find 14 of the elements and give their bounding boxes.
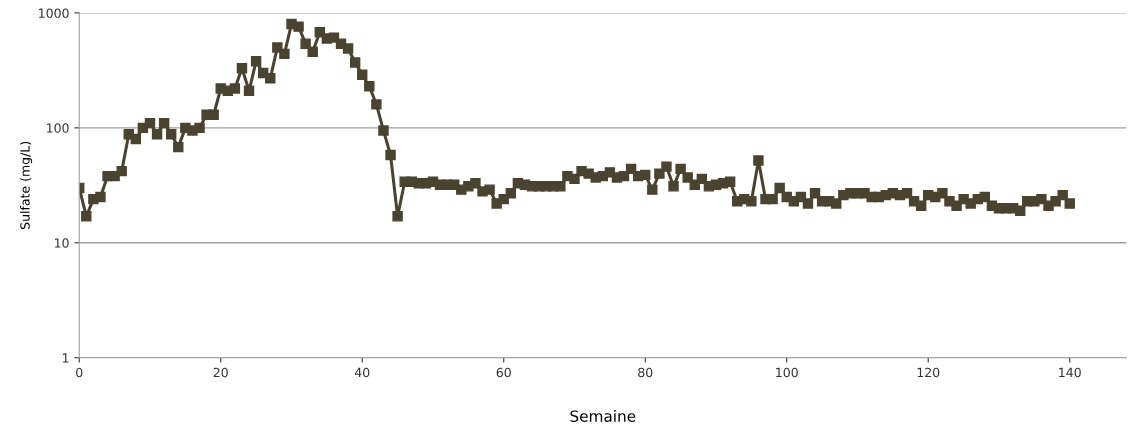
x-tick-label: 100 <box>776 367 798 378</box>
y-tick-label: 1 <box>62 353 69 363</box>
x-tick-label: 0 <box>76 367 83 378</box>
y-tick-label: 1000 <box>39 8 69 18</box>
y-tick-label: 10 <box>54 238 69 248</box>
x-tick-label: 60 <box>496 367 511 378</box>
y-tick-label: 100 <box>47 123 69 133</box>
x-tick-label: 80 <box>638 367 653 378</box>
y-axis-title: Sulfate (mg/L) <box>20 141 33 229</box>
x-tick-label: 140 <box>1059 367 1081 378</box>
x-tick-label: 40 <box>354 367 370 378</box>
x-axis-title: Semaine <box>570 410 636 422</box>
x-tick-label: 20 <box>213 367 228 378</box>
x-tick-label: 120 <box>917 367 940 378</box>
